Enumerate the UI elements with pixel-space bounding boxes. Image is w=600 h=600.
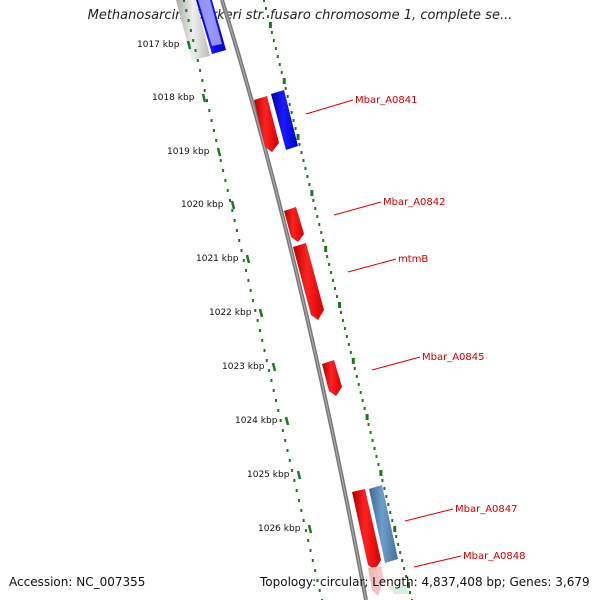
gene-leader-line xyxy=(347,258,397,273)
kbp-tick-label: 1022 kbp xyxy=(209,308,252,318)
gene-mtmb[interactable] xyxy=(293,243,324,320)
kbp-tick-label: 1024 kbp xyxy=(235,416,278,426)
kbp-tick-label: 1025 kbp xyxy=(247,470,290,480)
gene-label[interactable]: Mbar_A0841 xyxy=(355,95,418,106)
kbp-tick xyxy=(307,524,313,534)
gene-label[interactable]: Mbar_A0847 xyxy=(455,504,518,515)
gene-leader-line xyxy=(333,201,382,216)
gene-label[interactable]: Mbar_A0848 xyxy=(463,551,526,562)
genome-stats-text: Topology: circular; Length: 4,837,408 bp… xyxy=(260,575,590,589)
gene-partial-top[interactable] xyxy=(176,0,226,60)
outer-ruler xyxy=(263,0,413,600)
kbp-tick-label: 1023 kbp xyxy=(222,362,265,372)
accession-text: Accession: NC_007355 xyxy=(9,575,146,589)
kbp-tick-label: 1017 kbp xyxy=(137,40,180,50)
genome-backbone xyxy=(220,0,368,600)
kbp-tick-label: 1026 kbp xyxy=(258,524,301,534)
kbp-tick xyxy=(271,362,277,372)
gene-mbar-a0847[interactable] xyxy=(352,485,398,570)
gene-label-layer: Mbar_A0841 Mbar_A0842 mtmB Mbar_A0845 Mbar_A… xyxy=(305,95,526,568)
gene-label[interactable]: Mbar_A0845 xyxy=(422,352,485,363)
gene-mbar-a0845[interactable] xyxy=(322,360,342,396)
kbp-tick-label: 1019 kbp xyxy=(167,147,210,157)
gene-label[interactable]: Mbar_A0842 xyxy=(383,197,446,208)
gene-leader-line xyxy=(404,508,454,522)
kbp-tick-label: 1020 kbp xyxy=(181,200,224,210)
kbp-tick xyxy=(216,147,222,157)
gene-mbar-a0842[interactable] xyxy=(284,207,304,242)
kbp-tick xyxy=(230,200,236,210)
tick-layer: 1017 kbp 1018 kbp 1019 kbp 1020 kbp 1021 kbp… xyxy=(137,0,323,600)
kbp-tick xyxy=(296,470,302,480)
kbp-tick-label: 1021 kbp xyxy=(196,254,239,264)
gene-leader-line xyxy=(305,99,354,115)
kbp-tick xyxy=(201,93,207,103)
gene-leader-line xyxy=(371,356,421,371)
kbp-tick-label: 1018 kbp xyxy=(152,93,195,103)
kbp-tick xyxy=(186,40,192,50)
kbp-tick xyxy=(245,254,251,264)
kbp-tick xyxy=(284,416,290,426)
kbp-tick xyxy=(258,308,264,318)
gene-mbar-a0841[interactable] xyxy=(254,90,298,152)
gene-leader-line xyxy=(413,555,462,568)
gene-mbar-a0848[interactable] xyxy=(368,566,410,596)
gene-label[interactable]: mtmB xyxy=(398,254,428,265)
